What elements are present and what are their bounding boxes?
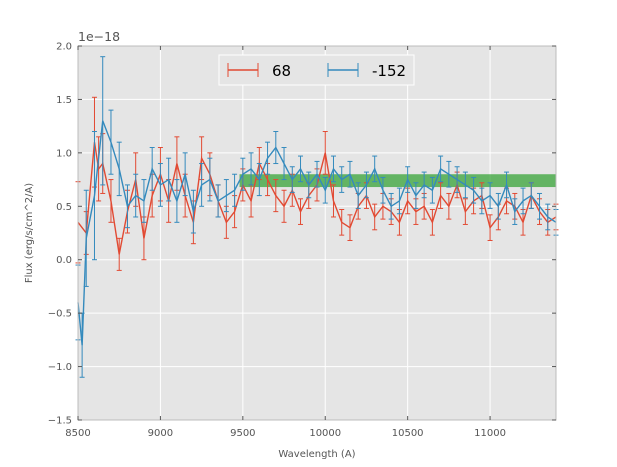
y-axis-label: Flux (erg/s/cm^2/A) xyxy=(24,183,35,283)
y-tick-label: 1.5 xyxy=(56,95,72,106)
y-tick-label: 2.0 xyxy=(56,42,72,53)
y-tick-label: −0.5 xyxy=(48,309,72,320)
x-axis-label: Wavelength (A) xyxy=(278,449,355,460)
x-tick-label: 10500 xyxy=(392,428,424,439)
x-tick-label: 8500 xyxy=(65,428,90,439)
y-tick-label: 0.0 xyxy=(56,255,72,266)
legend: 68 -152 xyxy=(218,54,415,86)
x-tick-label: 10000 xyxy=(309,428,341,439)
y-tick-label: −1.5 xyxy=(48,416,72,427)
x-tick-label: 9500 xyxy=(230,428,255,439)
x-tick-label: 9000 xyxy=(148,428,173,439)
legend-label--152: -152 xyxy=(372,62,406,80)
series-line-68 xyxy=(77,142,557,255)
x-tick-label: 11000 xyxy=(474,428,506,439)
plot-area xyxy=(78,46,556,420)
axis-ticks: 8500 9000 9500 10000 10500 11000 −1.5 −1.0 −0.5 0… xyxy=(48,42,556,439)
y-tick-label: 1.0 xyxy=(56,148,72,159)
series-line--152 xyxy=(77,120,557,346)
continuum-band-layer xyxy=(239,174,556,188)
legend-label-68: 68 xyxy=(272,62,291,80)
continuum-band xyxy=(239,174,556,188)
plot-frame xyxy=(77,45,557,421)
y-offset-text: 1e−18 xyxy=(78,29,120,44)
y-tick-label: −1.0 xyxy=(48,362,72,373)
y-tick-label: 0.5 xyxy=(56,202,72,213)
series-layer xyxy=(75,56,559,378)
